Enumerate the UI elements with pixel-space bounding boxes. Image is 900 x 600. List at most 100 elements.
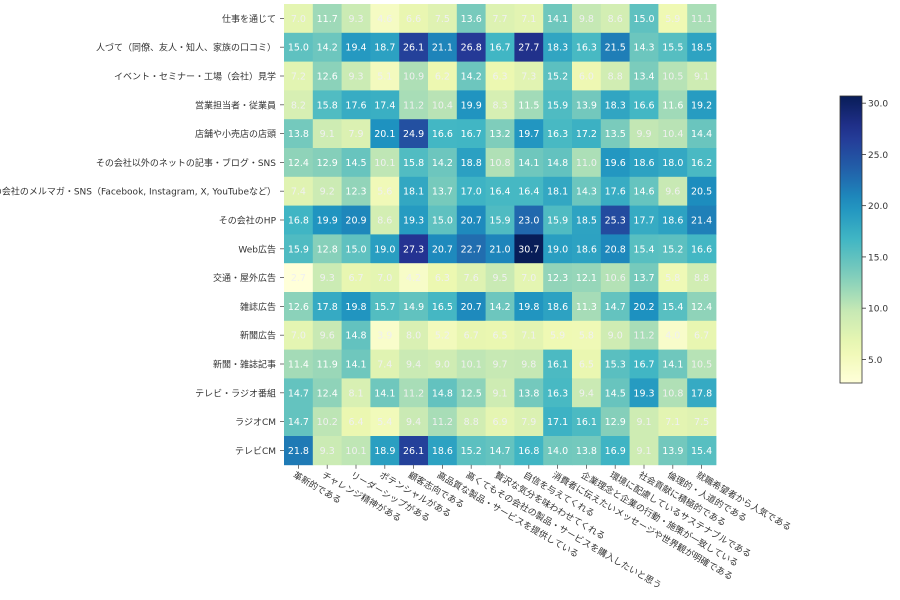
cell-value-label: 13.9 bbox=[576, 100, 597, 111]
cell-value-label: 19.0 bbox=[547, 244, 568, 255]
heatmap-cell bbox=[485, 234, 515, 264]
colorbar-tick-label: 25.0 bbox=[868, 151, 888, 161]
cell-value-label: 9.8 bbox=[579, 14, 594, 25]
heatmap-cell bbox=[284, 320, 314, 350]
cell-value-label: 5.1 bbox=[377, 72, 392, 83]
heatmap-cell bbox=[600, 205, 630, 235]
heatmap-cell bbox=[600, 436, 630, 466]
cell-value-label: 9.1 bbox=[636, 446, 651, 457]
cell-value-label: 12.3 bbox=[547, 273, 568, 284]
heatmap-cell bbox=[428, 32, 458, 62]
cell-value-label: 17.6 bbox=[345, 100, 366, 111]
cell-value-label: 9.1 bbox=[320, 129, 335, 140]
cell-value-label: 12.9 bbox=[317, 158, 338, 169]
cell-value-label: 13.7 bbox=[432, 187, 453, 198]
heatmap-cell bbox=[399, 292, 429, 322]
colorbar-gradient bbox=[839, 95, 863, 384]
heatmap-cell bbox=[658, 176, 688, 206]
heatmap-cell bbox=[399, 378, 429, 408]
heatmap-cell bbox=[600, 176, 630, 206]
cell-value-label: 18.1 bbox=[403, 187, 424, 198]
cell-value-label: 13.4 bbox=[633, 72, 654, 83]
cell-value-label: 6.3 bbox=[492, 72, 507, 83]
cell-value-label: 10.4 bbox=[432, 100, 453, 111]
heatmap-cell bbox=[514, 32, 544, 62]
cell-value-label: 20.7 bbox=[461, 302, 482, 313]
cell-value-label: 19.3 bbox=[633, 388, 654, 399]
cell-value-label: 15.0 bbox=[345, 244, 366, 255]
heatmap-cell bbox=[629, 90, 659, 120]
cell-value-label: 12.4 bbox=[317, 388, 338, 399]
heatmap-cell bbox=[370, 436, 400, 466]
cell-value-label: 18.6 bbox=[576, 244, 597, 255]
heatmap-cell bbox=[284, 349, 314, 379]
cell-value-label: 15.3 bbox=[605, 360, 626, 371]
heatmap-cell bbox=[428, 378, 458, 408]
cell-value-label: 11.2 bbox=[403, 100, 424, 111]
cell-value-label: 20.1 bbox=[374, 129, 395, 140]
cell-value-label: 9.4 bbox=[579, 388, 594, 399]
cell-value-label: 15.0 bbox=[432, 216, 453, 227]
heatmap-cell bbox=[312, 234, 342, 264]
heatmap-cell bbox=[312, 378, 342, 408]
heatmap-cell bbox=[341, 263, 371, 293]
cell-value-label: 7.4 bbox=[291, 187, 306, 198]
heatmap-cell bbox=[370, 4, 400, 34]
heatmap-cell bbox=[658, 378, 688, 408]
heatmap-cell bbox=[572, 148, 602, 178]
heatmap-cell bbox=[572, 61, 602, 91]
cell-value-label: 7.1 bbox=[521, 331, 536, 342]
heatmap-cell bbox=[399, 4, 429, 34]
cell-value-label: 17.0 bbox=[461, 187, 482, 198]
heatmap-cell bbox=[600, 378, 630, 408]
cell-value-label: 18.0 bbox=[662, 158, 683, 169]
heatmap-cell bbox=[428, 148, 458, 178]
cell-value-label: 17.4 bbox=[374, 100, 395, 111]
heatmap-cell bbox=[687, 148, 717, 178]
cell-value-label: 8.0 bbox=[406, 331, 421, 342]
heatmap-cell bbox=[312, 263, 342, 293]
heatmap-cell bbox=[687, 320, 717, 350]
heatmap-cell bbox=[658, 205, 688, 235]
cell-value-label: 19.9 bbox=[461, 100, 482, 111]
heatmap-cell bbox=[629, 32, 659, 62]
heatmap-cell bbox=[572, 349, 602, 379]
heatmap-cell bbox=[543, 349, 573, 379]
heatmap-cell bbox=[341, 407, 371, 437]
cell-value-label: 19.0 bbox=[374, 244, 395, 255]
cell-value-label: 6.4 bbox=[348, 417, 363, 428]
cell-value-label: 11.4 bbox=[288, 360, 309, 371]
heatmap-cell bbox=[543, 4, 573, 34]
heatmap-cell bbox=[456, 349, 486, 379]
heatmap-cell bbox=[629, 148, 659, 178]
cell-value-label: 15.8 bbox=[403, 158, 424, 169]
cell-value-label: 13.8 bbox=[518, 388, 539, 399]
cell-value-label: 17.2 bbox=[576, 129, 597, 140]
cell-value-label: 27.7 bbox=[518, 43, 539, 54]
cell-value-label: 11.2 bbox=[432, 417, 453, 428]
heatmap-cell bbox=[514, 320, 544, 350]
cell-value-label: 10.8 bbox=[489, 158, 510, 169]
cell-value-label: 16.3 bbox=[547, 388, 568, 399]
cell-value-label: 19.9 bbox=[317, 216, 338, 227]
cell-value-label: 5.8 bbox=[665, 273, 680, 284]
heatmap-cell bbox=[399, 176, 429, 206]
cell-value-label: 14.2 bbox=[432, 158, 453, 169]
heatmap-cell bbox=[370, 234, 400, 264]
heatmap-cell bbox=[658, 4, 688, 34]
heatmap-cell bbox=[572, 176, 602, 206]
cell-value-label: 19.7 bbox=[518, 129, 539, 140]
heatmap-cell bbox=[629, 320, 659, 350]
row-label: 人づて（同僚、友人・知人、家族の口コミ） bbox=[96, 42, 276, 54]
cell-value-label: 8.6 bbox=[608, 14, 623, 25]
heatmap-cell bbox=[514, 378, 544, 408]
cell-value-label: 21.0 bbox=[489, 244, 510, 255]
heatmap-cell bbox=[399, 320, 429, 350]
cell-value-label: 12.1 bbox=[576, 273, 597, 284]
heatmap-cell bbox=[485, 263, 515, 293]
heatmap-cell bbox=[600, 119, 630, 149]
cell-value-label: 20.7 bbox=[461, 216, 482, 227]
heatmap-cell bbox=[687, 292, 717, 322]
heatmap-cell bbox=[485, 349, 515, 379]
cell-value-label: 3.9 bbox=[377, 331, 392, 342]
